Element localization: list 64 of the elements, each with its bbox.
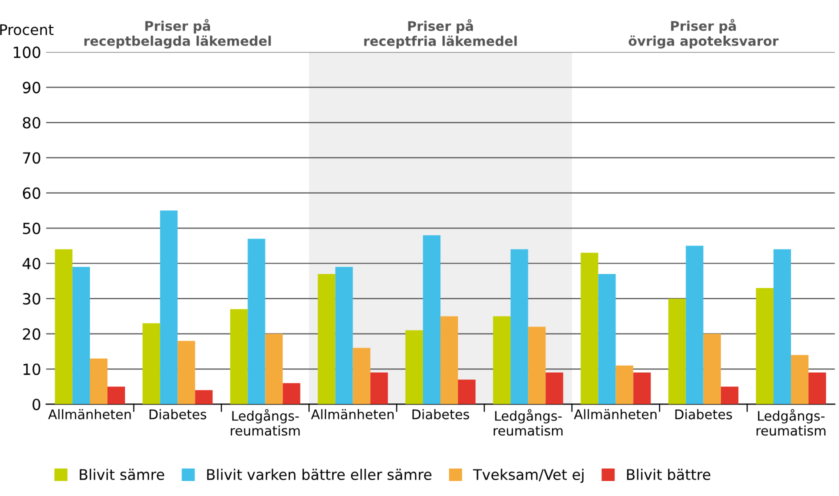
bar (668, 298, 686, 404)
x-tick-label: Ledgångs- reumatism (494, 409, 563, 436)
bar (703, 334, 721, 404)
legend-label: Tveksam/Vet ej (472, 468, 584, 483)
x-tick-label: Allmänheten (48, 409, 131, 420)
bar (633, 372, 651, 404)
y-tick-label: 80 (22, 116, 40, 129)
x-tick-label: Diabetes (150, 409, 206, 420)
bar (598, 274, 616, 404)
bar (686, 246, 704, 404)
bar (808, 372, 826, 404)
bar (580, 252, 598, 404)
bar (546, 372, 564, 404)
bar (282, 383, 300, 404)
text: Priser på övriga apoteksvaror (628, 18, 779, 49)
bar (370, 372, 388, 404)
x-tick-label: Allmänheten (574, 409, 657, 420)
bar (756, 288, 774, 404)
y-tick-label: 100 (14, 46, 40, 58)
x-tick-label: Diabetes (412, 409, 470, 420)
y-tick-label: 70 (23, 152, 40, 164)
bar (195, 390, 213, 404)
y-tick-label: 90 (22, 82, 40, 94)
bar (142, 323, 160, 404)
y-tick-label: 50 (23, 222, 40, 234)
legend-label: Blivit sämre (80, 468, 164, 480)
bar (616, 366, 634, 404)
bar (248, 238, 266, 404)
text: Priser på receptfria läkemedel (364, 19, 517, 49)
bar (230, 309, 248, 404)
bar (720, 386, 738, 404)
bar (405, 330, 423, 404)
bar (72, 266, 90, 404)
x-tick-label: Diabetes (675, 409, 732, 420)
y-tick-label: 40 (22, 258, 40, 270)
bar (160, 210, 178, 404)
bar (790, 354, 809, 404)
bar (265, 334, 283, 404)
bar (440, 316, 458, 404)
bar (493, 316, 511, 404)
x-tick-label: Ledgångs- reumatism (230, 409, 300, 436)
legend-label: Blivit bättre (627, 468, 710, 480)
bar (178, 340, 196, 404)
bar (352, 348, 370, 404)
bar (510, 249, 528, 404)
bar (528, 326, 546, 404)
text: Priser på receptbelagda läkemedel (84, 18, 271, 49)
bar (107, 386, 126, 404)
y-tick-label: 0 (32, 398, 40, 410)
y-tick-label: 30 (23, 293, 40, 305)
bar (90, 358, 108, 404)
legend-label: Blivit varken bättre eller sämre (207, 468, 432, 480)
x-tick-label: Ledgångs- reumatism (756, 409, 826, 436)
bar (422, 235, 440, 404)
bar (54, 249, 72, 404)
y-tick-label: 20 (22, 328, 40, 340)
y-tick-label: 10 (24, 363, 40, 376)
y-tick-label: 60 (22, 187, 40, 199)
y-axis-title: Procent (0, 24, 54, 36)
bar (318, 274, 336, 404)
x-tick-label: Allmänheten (311, 409, 394, 420)
bar (458, 380, 476, 404)
bar (335, 266, 353, 404)
bar (773, 249, 791, 404)
